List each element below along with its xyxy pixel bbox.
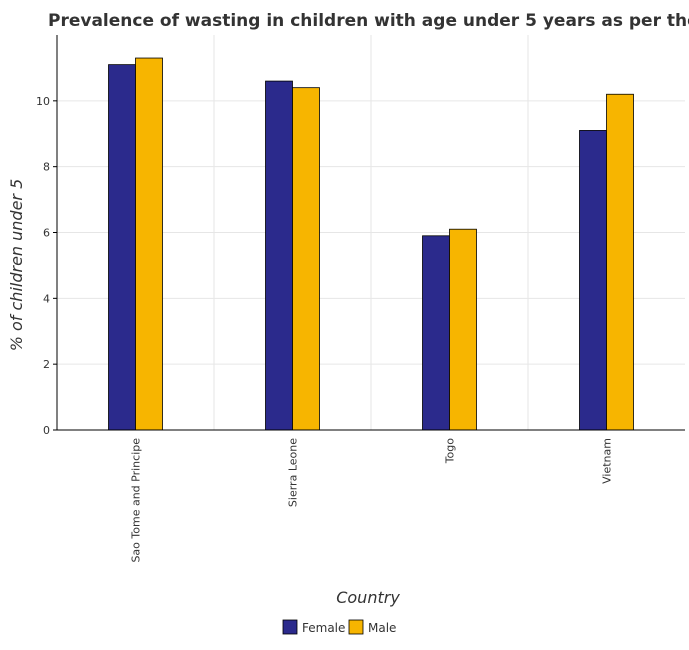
bar-male-sierra-leone — [292, 87, 320, 431]
legend-swatch-male — [348, 619, 364, 635]
legend-label-male: Male — [368, 621, 396, 635]
y-tick-labels: 0 2 4 6 8 10 — [36, 95, 50, 437]
bar-female-togo — [422, 235, 450, 431]
x-tick-label: Vietnam — [601, 438, 614, 484]
bar-female-vietnam — [579, 130, 607, 431]
y-tick-label: 0 — [43, 424, 50, 437]
y-tick-label: 6 — [43, 227, 50, 240]
bar-male-sao-tome-and-principe — [135, 57, 163, 431]
bars — [108, 57, 634, 431]
legend: Female Male — [282, 619, 396, 635]
y-tick-label: 10 — [36, 95, 50, 108]
x-tick-label: Togo — [444, 438, 457, 465]
x-axis-title: Country — [336, 588, 400, 607]
axes — [53, 35, 685, 431]
legend-swatch-female — [282, 619, 298, 635]
x-tick-label: Sao Tome and Principe — [130, 438, 143, 563]
bar-male-togo — [449, 228, 477, 431]
bar-female-sao-tome-and-principe — [108, 64, 136, 431]
x-tick-labels: Sao Tome and Principe Sierra Leone Togo Vie… — [130, 438, 614, 563]
y-tick-label: 2 — [43, 358, 50, 371]
legend-label-female: Female — [302, 621, 345, 635]
y-tick-label: 4 — [43, 292, 50, 305]
bar-male-vietnam — [606, 93, 634, 431]
y-tick-label: 8 — [43, 161, 50, 174]
chart-title: Prevalence of wasting in children with a… — [48, 11, 689, 31]
x-tick-label: Sierra Leone — [287, 438, 300, 507]
y-axis-title: % of children under 5 — [7, 179, 26, 352]
bar-female-sierra-leone — [265, 80, 293, 431]
